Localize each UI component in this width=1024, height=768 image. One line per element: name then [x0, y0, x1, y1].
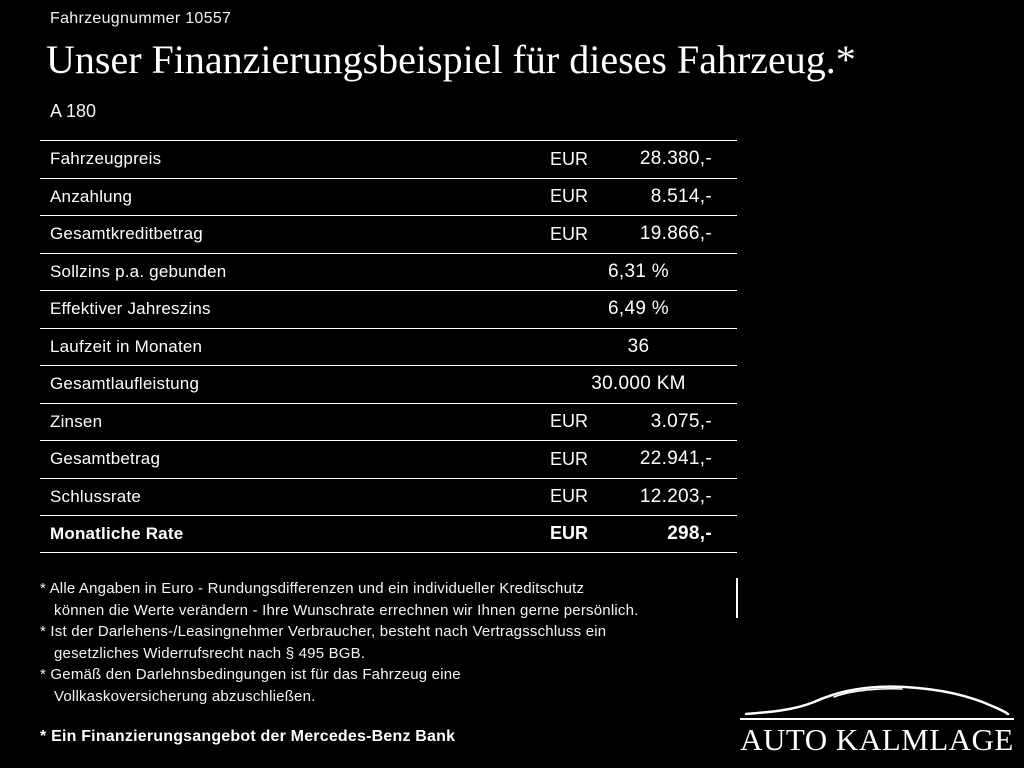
row-value: 298,- — [667, 522, 712, 544]
financing-table: Fahrzeugpreis EUR 28.380,- Anzahlung EUR… — [40, 140, 737, 553]
footnote-line: * Gemäß den Darlehnsbedingungen ist für … — [40, 666, 461, 683]
vehicle-model: A 180 — [50, 101, 97, 121]
row-value: 12.203,- — [639, 485, 712, 507]
row-label: Gesamtkreditbetrag — [50, 224, 203, 244]
row-currency: EUR — [550, 411, 589, 432]
table-row: Laufzeit in Monaten 36 — [40, 327, 737, 366]
row-value: 6,49 % — [608, 298, 669, 320]
bank-note: * Ein Finanzierungsangebot der Mercedes-… — [40, 728, 456, 745]
row-label: Laufzeit in Monaten — [50, 336, 203, 356]
row-label: Gesamtlaufleistung — [50, 374, 200, 394]
row-currency: EUR — [550, 486, 589, 507]
row-label: Schlussrate — [50, 486, 142, 506]
table-row: Schlussrate EUR 12.203,- — [40, 477, 737, 516]
footnote-line: gesetzliches Widerrufsrecht nach § 495 B… — [54, 644, 366, 662]
table-row: Fahrzeugpreis EUR 28.380,- — [40, 140, 737, 178]
table-row: Gesamtbetrag EUR 22.941,- — [40, 440, 737, 478]
vehicle-number: Fahrzeugnummer 10557 — [50, 10, 232, 27]
dealer-logo: AUTO KALMLAGE — [738, 682, 1016, 758]
row-label: Effektiver Jahreszins — [50, 299, 211, 319]
table-row: Gesamtkreditbetrag EUR 19.866,- — [40, 215, 737, 253]
table-row: Zinsen EUR 3.075,- — [40, 402, 737, 441]
table-row: Effektiver Jahreszins 6,49 % — [40, 290, 737, 328]
row-value: 28.380,- — [639, 148, 712, 170]
footnotes: * Alle Angaben in Euro - Rundungsdiffere… — [40, 578, 740, 707]
row-label: Sollzins p.a. gebunden — [50, 261, 227, 281]
row-value: 22.941,- — [639, 448, 712, 470]
row-label: Fahrzeugpreis — [50, 149, 162, 169]
row-label: Monatliche Rate — [50, 523, 184, 543]
car-silhouette-icon — [744, 685, 1010, 716]
row-currency: EUR — [550, 448, 589, 469]
table-row: Gesamtlaufleistung 30.000 KM — [40, 365, 737, 403]
page-title: Unser Finanzierungsbeispiel für dieses F… — [46, 37, 856, 82]
dealer-name: AUTO KALMLAGE — [740, 722, 1014, 757]
row-value: 36 — [627, 335, 650, 357]
divider-vertical — [736, 578, 738, 618]
row-label: Gesamtbetrag — [50, 449, 161, 469]
footnote-line: können die Werte verändern - Ihre Wunsch… — [54, 601, 639, 619]
table-row-monthly-rate: Monatliche Rate EUR 298,- — [40, 515, 737, 553]
row-value: 30.000 KM — [591, 373, 686, 395]
row-value: 3.075,- — [650, 410, 712, 432]
row-currency: EUR — [550, 223, 589, 244]
row-value: 6,31 % — [608, 260, 669, 282]
row-value: 8.514,- — [650, 185, 712, 207]
row-currency: EUR — [550, 523, 589, 544]
row-currency: EUR — [550, 148, 589, 169]
footnote-line: Vollkaskoversicherung abzuschließen. — [54, 687, 316, 705]
logo-divider — [740, 718, 1014, 720]
footnote-line: * Alle Angaben in Euro - Rundungsdiffere… — [40, 580, 585, 597]
row-value: 19.866,- — [639, 223, 712, 245]
row-label: Anzahlung — [50, 186, 133, 206]
row-label: Zinsen — [50, 411, 103, 431]
table-row: Sollzins p.a. gebunden 6,31 % — [40, 252, 737, 291]
footnote-line: * Ist der Darlehens-/Leasingnehmer Verbr… — [40, 623, 607, 640]
table-row: Anzahlung EUR 8.514,- — [40, 177, 737, 216]
row-currency: EUR — [550, 186, 589, 207]
